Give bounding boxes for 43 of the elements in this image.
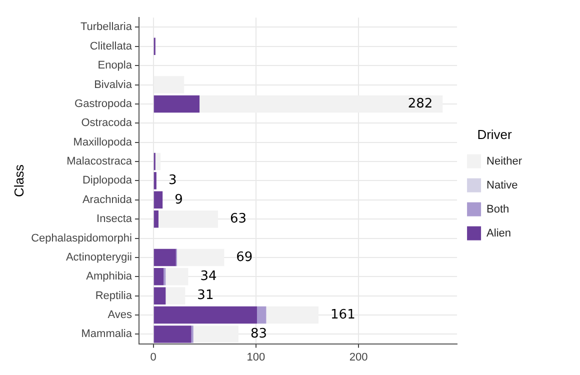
total-label: 63 <box>230 211 247 226</box>
y-tick-label: Gastropoda <box>74 98 133 110</box>
y-tick-label: Bivalvia <box>94 78 133 91</box>
y-tick-label: Malacostraca <box>66 156 133 168</box>
y-tick-label: Diplopoda <box>82 174 133 187</box>
bar <box>154 172 156 190</box>
y-tick-label: Mammalia <box>81 328 133 340</box>
legend-label: Both <box>486 203 510 216</box>
bar <box>154 210 158 228</box>
y-tick-label: Amphibia <box>86 270 133 283</box>
total-label: 34 <box>200 269 217 284</box>
bar <box>154 95 200 113</box>
total-label: 3 <box>168 173 177 188</box>
bar <box>154 191 163 209</box>
y-tick-label: Clitellata <box>90 40 133 52</box>
y-tick-label: Reptilia <box>95 290 133 302</box>
total-label: 161 <box>330 307 356 322</box>
y-axis-title: Class <box>11 164 26 197</box>
total-label: 69 <box>236 250 253 265</box>
y-tick-label: Actinopterygii <box>66 251 132 264</box>
y-tick-label: Insecta <box>96 213 133 226</box>
legend-title: Driver <box>477 126 513 142</box>
legend-label: Neither <box>486 155 522 168</box>
y-tick-label: Enopla <box>98 60 133 72</box>
y-tick-label: Ostracoda <box>81 117 133 130</box>
bar <box>154 248 176 266</box>
bar <box>154 326 192 343</box>
y-tick-label: Turbellaria <box>80 21 133 34</box>
y-tick-label: Arachnida <box>82 194 133 206</box>
total-label: 282 <box>408 96 433 112</box>
x-tick-label: 0 <box>150 351 156 364</box>
bar <box>256 306 266 324</box>
total-label: 9 <box>174 192 183 208</box>
y-tick-label: Aves <box>108 309 132 322</box>
y-tick-label: Maxillopoda <box>73 136 133 148</box>
y-tick-label: Cephalaspidomorphi <box>31 232 132 244</box>
bar <box>154 306 257 324</box>
legend-label: Native <box>486 179 518 192</box>
legend-label: Alien <box>486 227 512 240</box>
x-tick-label: 200 <box>349 351 368 364</box>
total-label: 31 <box>197 288 214 304</box>
total-label: 83 <box>250 326 268 342</box>
x-tick-label: 100 <box>246 351 266 364</box>
